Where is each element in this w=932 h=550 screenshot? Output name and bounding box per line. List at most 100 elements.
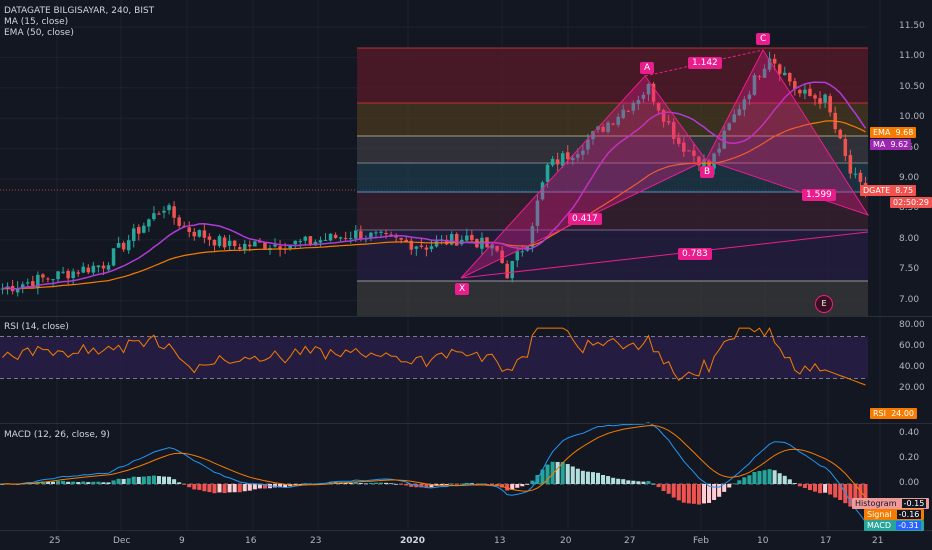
signal-badge: Signal -0.16 [864,509,925,520]
candle-body [253,241,257,247]
price-axis-label: 7.00 [899,294,920,305]
ratio-bc-cd[interactable]: 1.599 [802,189,836,201]
candle-body [41,274,45,278]
ema-badge: EMA 9.68 [870,127,917,138]
macd-histogram-bar [595,472,601,484]
candle-body [449,234,454,245]
macd-histogram-bar [752,472,757,484]
macd-histogram-bar [126,478,131,484]
macd-histogram-bar [823,484,828,493]
macd-histogram-bar [207,484,212,493]
macd-histogram-bar [156,476,161,484]
candle-body [722,130,726,149]
macd-histogram-bar [399,484,404,485]
price-axis-label: 8.00 [899,233,920,244]
candle-body [348,238,353,240]
candle-body [843,138,848,156]
candle-body [25,282,30,284]
candle-body [197,230,202,237]
rsi-axis-label: 60.00 [899,341,925,351]
ratio-xd[interactable]: 0.783 [678,248,712,260]
candle-body [692,150,696,156]
pane-separator[interactable] [0,423,932,424]
candle-body [137,227,141,234]
time-axis-label: Feb [693,536,709,546]
macd-histogram-bar [384,482,389,484]
time-axis-label: Dec [113,536,131,546]
macd-histogram-bar [343,482,348,484]
candle-body [323,240,328,242]
pattern-point-e[interactable]: E [815,295,833,313]
ratio-xa-xb[interactable]: 0.417 [568,213,602,225]
macd-histogram-bar [449,483,454,485]
rsi-axis-label: 20.00 [899,383,925,393]
ma-legend[interactable]: MA (15, close) [4,17,69,27]
macd-histogram-bar [701,484,707,504]
macd-histogram-bar [818,484,823,494]
rsi-legend[interactable]: RSI (14, close) [4,322,69,332]
macd-histogram-bar [787,479,792,484]
candle-body [384,233,388,235]
macd-histogram-bar [197,484,202,490]
macd-histogram-bar [363,483,368,485]
price-axis-label: 9.00 [899,173,920,183]
harmonic-pattern[interactable] [460,48,870,279]
candle-body [298,241,303,243]
macd-histogram-bar [646,481,651,484]
ema-legend[interactable]: EMA (50, close) [4,28,74,38]
macd-histogram-bar [298,484,303,485]
pattern-line-xd [460,231,869,279]
candle-body [586,139,590,150]
macd-legend[interactable]: MACD (12, 26, close, 9) [4,430,110,440]
macd-histogram-bar [91,481,96,484]
candle-body [121,242,126,250]
candle-body [621,109,626,119]
pattern-point-b[interactable]: B [700,166,715,178]
macd-histogram-bar [681,484,686,503]
candle-body [31,281,35,287]
time-axis-label: 17 [820,536,832,546]
candle-body [687,150,691,152]
macd-histogram-bar [671,484,676,498]
pattern-point-a[interactable]: A [640,62,655,74]
macd-histogram-bar [575,468,580,484]
macd-histogram-bar [712,484,717,500]
macd-histogram-bar [686,484,691,504]
macd-histogram-bar [187,484,192,488]
pane-separator[interactable] [0,316,932,317]
macd-histogram-bar [232,484,237,493]
macd-histogram-bar [237,484,242,493]
candle-body [61,271,65,273]
macd-histogram-bar [757,471,762,484]
macd-histogram-bar [464,482,469,484]
macd-histogram-bar [611,477,616,484]
pattern-point-c[interactable]: C [756,33,771,45]
fib-zone [357,48,868,103]
symbol-title[interactable]: DATAGATE BILGISAYAR, 240, BIST [4,6,155,16]
candle-body [66,271,70,279]
fib-zone [357,281,868,316]
macd-histogram-bar [172,479,177,484]
macd-histogram-bar [242,484,247,492]
pattern-point-x[interactable]: X [455,283,470,295]
candle-body [273,244,277,247]
macd-axis-label: 0.00 [899,478,920,488]
macd-histogram-bar [525,484,530,485]
macd-histogram-bar [530,480,535,484]
macd-pane [0,422,868,523]
macd-histogram-bar [722,484,727,492]
time-axis-label: 25 [49,536,61,546]
candle-body [505,263,509,279]
macd-histogram-bar [540,469,545,484]
macd-histogram-bar [474,484,479,485]
candle-body [520,251,525,253]
macd-histogram-bar [737,480,742,484]
ratio-ab-bc[interactable]: 1.142 [688,57,722,69]
candle-body [828,96,832,113]
candle-body [237,247,242,250]
candle-body [767,58,772,70]
candle-body [535,200,540,226]
candle-body [202,230,207,238]
candle-body [106,265,111,270]
